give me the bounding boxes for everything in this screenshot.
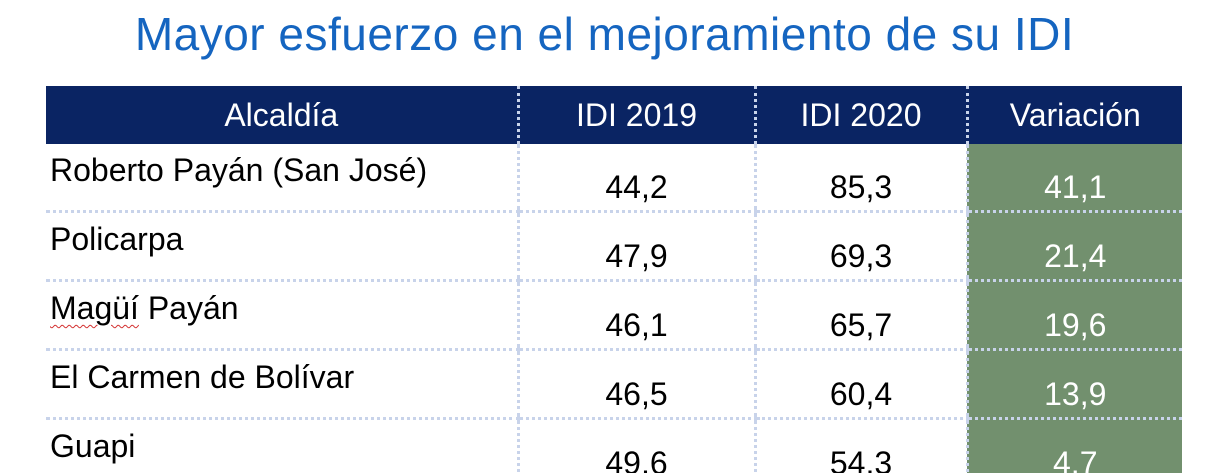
table-row: Magüí Payán 46,1 65,7 19,6 [46,280,1182,351]
misspelled-word: Magüí [50,290,139,326]
cell-alcaldia: Guapi [50,428,136,464]
header-idi-2020: IDI 2020 [753,86,967,144]
cell-alcaldia: Magüí Payán [46,280,518,351]
header-idi-2019: IDI 2019 [516,86,755,144]
cell-idi-2020: 65,7 [753,280,967,351]
table-row: Roberto Payán (San José) 44,2 85,3 41,1 [46,144,1182,213]
cell-variacion: 21,4 [965,211,1182,282]
header-alcaldia: Alcaldía [46,86,518,144]
cell-idi-2020: 85,3 [753,144,967,213]
cell-alcaldia: El Carmen de Bolívar [46,349,518,420]
cell-variacion: 19,6 [965,280,1182,351]
cell-idi-2020: 60,4 [753,349,967,420]
cell-variacion: 13,9 [965,349,1182,420]
cell-idi-2019: 46,5 [516,349,755,420]
cell-idi-2019: 46,1 [516,280,755,351]
page-title: Mayor esfuerzo en el mejoramiento de su … [134,8,1075,60]
idi-table: Alcaldía IDI 2019 IDI 2020 Variación Rob… [46,86,1182,473]
cell-variacion: 4,7 [965,418,1182,473]
table-header-row: Alcaldía IDI 2019 IDI 2020 Variación [46,86,1182,144]
table-row: Policarpa 47,9 69,3 21,4 [46,211,1182,282]
cell-idi-2019: 49,6 [516,418,755,473]
cell-alcaldia-rest: Payán [138,290,239,326]
cell-variacion: 41,1 [965,144,1182,213]
header-variacion: Variación [965,86,1182,144]
cell-idi-2020: 54,3 [753,418,967,473]
table-row: El Carmen de Bolívar 46,5 60,4 13,9 [46,349,1182,420]
cell-alcaldia: Roberto Payán (San José) [46,144,518,213]
cell-idi-2020: 69,3 [753,211,967,282]
cell-alcaldia: Policarpa [46,211,518,282]
cell-idi-2019: 47,9 [516,211,755,282]
table-row: Guapi 49,6 54,3 4,7 [46,418,1182,473]
cell-idi-2019: 44,2 [516,144,755,213]
